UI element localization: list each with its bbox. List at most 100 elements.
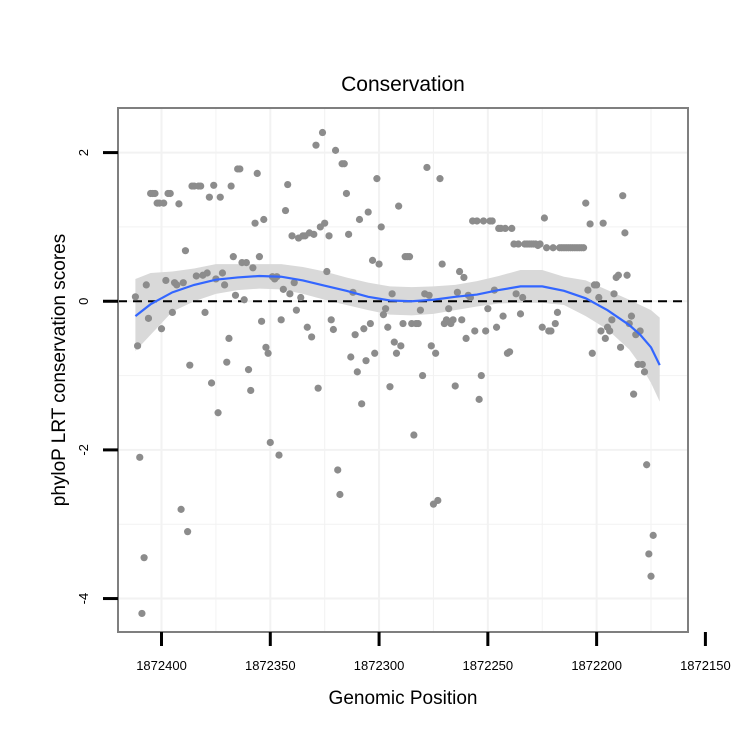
data-point: [384, 323, 392, 331]
data-point: [484, 305, 492, 313]
data-point: [321, 219, 329, 227]
data-point: [414, 319, 422, 328]
data-point: [501, 224, 509, 233]
data-point: [449, 316, 457, 324]
data-point: [166, 189, 174, 198]
x-tick-label: 1872300: [354, 658, 405, 673]
data-point: [216, 193, 224, 201]
data-point: [162, 276, 170, 285]
data-point: [325, 232, 333, 240]
data-point: [475, 395, 483, 403]
data-point: [410, 431, 418, 439]
data-point: [327, 316, 335, 324]
data-point: [186, 361, 194, 369]
data-point: [405, 253, 414, 261]
data-point: [638, 360, 646, 369]
data-point: [197, 182, 205, 190]
data-point: [516, 310, 525, 318]
data-point: [255, 253, 264, 261]
data-point: [264, 349, 272, 357]
data-point: [540, 214, 549, 222]
data-point: [584, 286, 592, 294]
smooth-line-layer: [134, 274, 661, 366]
y-axis-ticks: 2 0 -2 -4: [76, 149, 118, 604]
data-point: [362, 357, 370, 365]
data-point: [201, 308, 209, 316]
data-point: [292, 306, 300, 314]
data-point: [157, 325, 166, 333]
data-point: [179, 279, 187, 287]
data-point: [579, 244, 588, 252]
data-point: [351, 331, 359, 339]
y-tick-label: 2: [76, 149, 91, 156]
data-point: [453, 288, 461, 296]
data-point: [223, 358, 231, 366]
data-point: [614, 271, 622, 279]
data-point: [136, 453, 144, 461]
data-point: [427, 342, 435, 350]
data-point: [231, 291, 240, 299]
data-point: [588, 349, 596, 357]
data-point: [425, 291, 433, 299]
data-point: [160, 199, 168, 207]
data-point: [601, 334, 609, 343]
data-point: [151, 189, 159, 198]
data-point: [277, 316, 285, 324]
data-point: [225, 334, 233, 343]
data-point: [418, 371, 427, 380]
data-point: [451, 382, 459, 390]
data-point: [399, 319, 407, 328]
confidence-band: [135, 264, 660, 402]
data-point: [386, 383, 394, 391]
data-point: [373, 175, 381, 183]
data-point: [388, 290, 396, 298]
data-point: [445, 305, 453, 313]
data-point: [649, 531, 657, 539]
data-point: [290, 279, 298, 287]
data-point: [586, 220, 594, 228]
data-point: [236, 165, 244, 173]
data-point: [181, 247, 190, 255]
x-tick-label: 1872350: [245, 658, 296, 673]
data-point: [438, 260, 446, 268]
data-point: [312, 141, 320, 149]
data-point: [379, 311, 388, 319]
data-point: [138, 609, 146, 618]
data-point: [488, 217, 496, 225]
data-point: [582, 199, 590, 207]
data-point: [647, 572, 655, 580]
data-point: [218, 269, 227, 277]
data-point: [542, 244, 551, 252]
data-point: [381, 305, 390, 313]
data-point: [308, 333, 316, 341]
data-point: [608, 316, 616, 324]
data-point: [392, 349, 401, 357]
data-point: [508, 224, 516, 233]
data-point: [621, 229, 629, 237]
data-point: [205, 193, 213, 201]
data-point: [251, 219, 259, 227]
data-point: [512, 290, 520, 298]
data-point: [173, 281, 181, 289]
data-point: [460, 273, 468, 282]
x-axis-ticks: 1872400 1872350 1872300 1872250 1872200 18721…: [136, 632, 731, 673]
data-point: [262, 343, 270, 351]
data-point: [375, 260, 383, 268]
data-point: [455, 267, 464, 276]
data-point: [347, 353, 355, 361]
data-point: [323, 267, 331, 276]
data-point: [397, 342, 405, 350]
data-point: [416, 306, 425, 314]
data-point: [281, 206, 290, 215]
y-axis-title: phyloP LRT conservation scores: [49, 234, 70, 507]
data-point: [366, 319, 374, 328]
data-point: [482, 327, 490, 335]
data-point: [538, 323, 546, 331]
data-point: [549, 244, 557, 252]
data-point: [595, 293, 603, 302]
data-point: [395, 202, 403, 210]
x-tick-label: 1872200: [571, 658, 622, 673]
data-point: [519, 293, 527, 302]
data-point: [142, 281, 150, 289]
data-point: [221, 281, 229, 289]
